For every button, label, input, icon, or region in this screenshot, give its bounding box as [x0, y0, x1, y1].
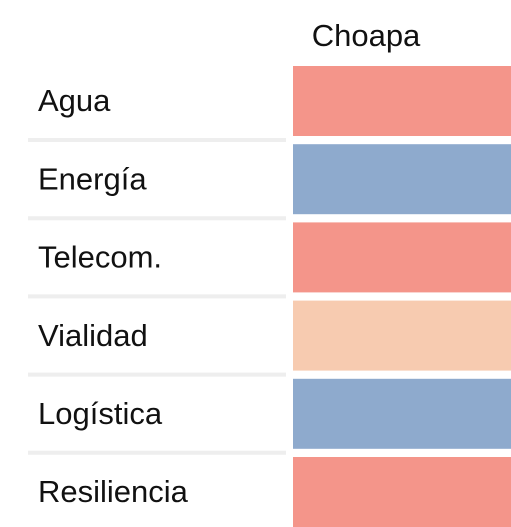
row-label: Agua: [38, 83, 111, 118]
cell: [293, 457, 511, 527]
row-label: Telecom.: [38, 240, 162, 275]
row-label: Energía: [38, 161, 147, 196]
cell: [293, 144, 511, 215]
row-label: Logística: [38, 396, 163, 431]
column-header: Choapa: [312, 18, 421, 53]
row-label: Resiliencia: [38, 474, 189, 509]
cell: [293, 378, 511, 449]
cell: [293, 66, 511, 136]
cell: [293, 300, 511, 371]
row-label: Vialidad: [38, 318, 148, 353]
cell: [293, 222, 511, 293]
